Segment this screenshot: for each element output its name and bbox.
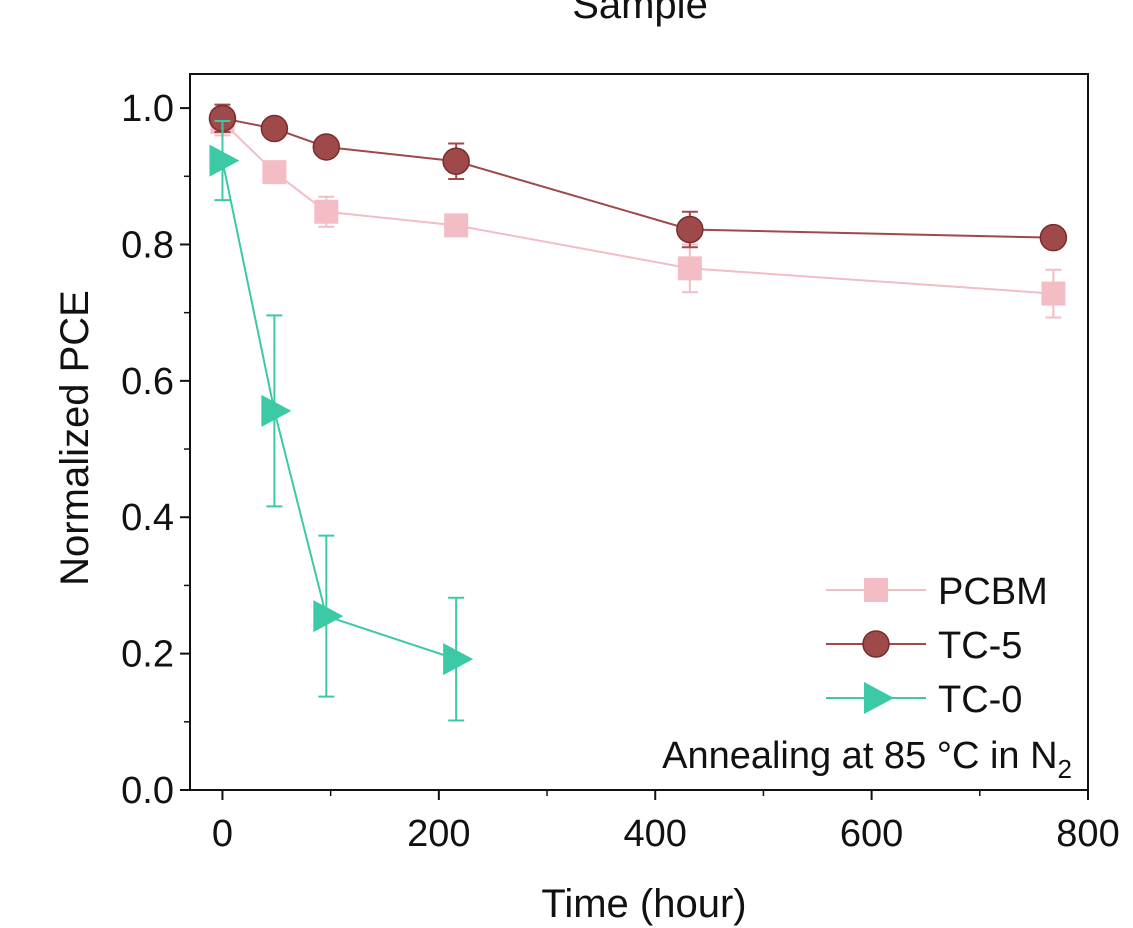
data-point-pcbm <box>444 213 469 238</box>
data-point-tc5 <box>676 215 704 244</box>
plot-frame <box>189 73 1089 791</box>
data-point-pcbm <box>262 160 287 185</box>
y-axis-label: Normalized PCE <box>53 290 97 586</box>
legend-marker-tc0 <box>864 682 894 714</box>
x-tick-label: 600 <box>840 813 903 855</box>
legend-entry-tc0: TC-0 <box>826 679 1022 721</box>
series-line-tc0 <box>221 160 457 661</box>
x-tick-label: 200 <box>407 813 470 855</box>
y-tick-label: 0.8 <box>121 224 174 266</box>
data-point-tc5 <box>442 147 470 176</box>
legend-marker-tc5 <box>862 630 890 658</box>
chart-title: Sample <box>572 0 708 27</box>
legend-label-pcbm: PCBM <box>938 571 1048 613</box>
data-point-tc5 <box>312 133 341 161</box>
y-tick-label: 0.6 <box>121 361 174 403</box>
x-axis-label: Time (hour) <box>541 882 746 926</box>
x-tick-label: 0 <box>212 813 233 855</box>
data-point-pcbm <box>677 256 702 281</box>
data-point-pcbm <box>1041 281 1066 306</box>
data-point-tc0 <box>261 394 292 427</box>
series-line-tc5 <box>222 117 1054 239</box>
y-tick-label: 0.0 <box>121 770 174 812</box>
y-tick-label: 0.4 <box>121 497 174 539</box>
x-tick-label: 400 <box>624 813 687 855</box>
data-point-tc5 <box>260 114 289 143</box>
data-point-pcbm <box>314 199 339 224</box>
legend-entry-pcbm: PCBM <box>826 571 1048 613</box>
y-tick-label: 1.0 <box>121 88 174 130</box>
legend: PCBM TC-5 TC-0 <box>826 571 1048 721</box>
x-tick-label: 800 <box>1056 813 1119 855</box>
data-point-tc0 <box>209 144 240 177</box>
legend-marker-pcbm <box>864 578 888 602</box>
legend-label-tc5: TC-5 <box>938 625 1022 667</box>
data-point-tc5 <box>1039 223 1068 252</box>
annotation-subscript: 2 <box>1058 754 1072 784</box>
data-point-tc0 <box>443 643 474 676</box>
series-line-pcbm <box>221 121 1054 295</box>
legend-label-tc0: TC-0 <box>938 679 1022 721</box>
data-point-tc0 <box>313 600 344 633</box>
y-tick-label: 0.2 <box>121 634 174 676</box>
annotation: Annealing at 85 °C in N2 <box>662 735 1072 784</box>
legend-entry-tc5: TC-5 <box>826 625 1022 667</box>
annotation-main: Annealing at 85 °C in N <box>662 735 1057 777</box>
